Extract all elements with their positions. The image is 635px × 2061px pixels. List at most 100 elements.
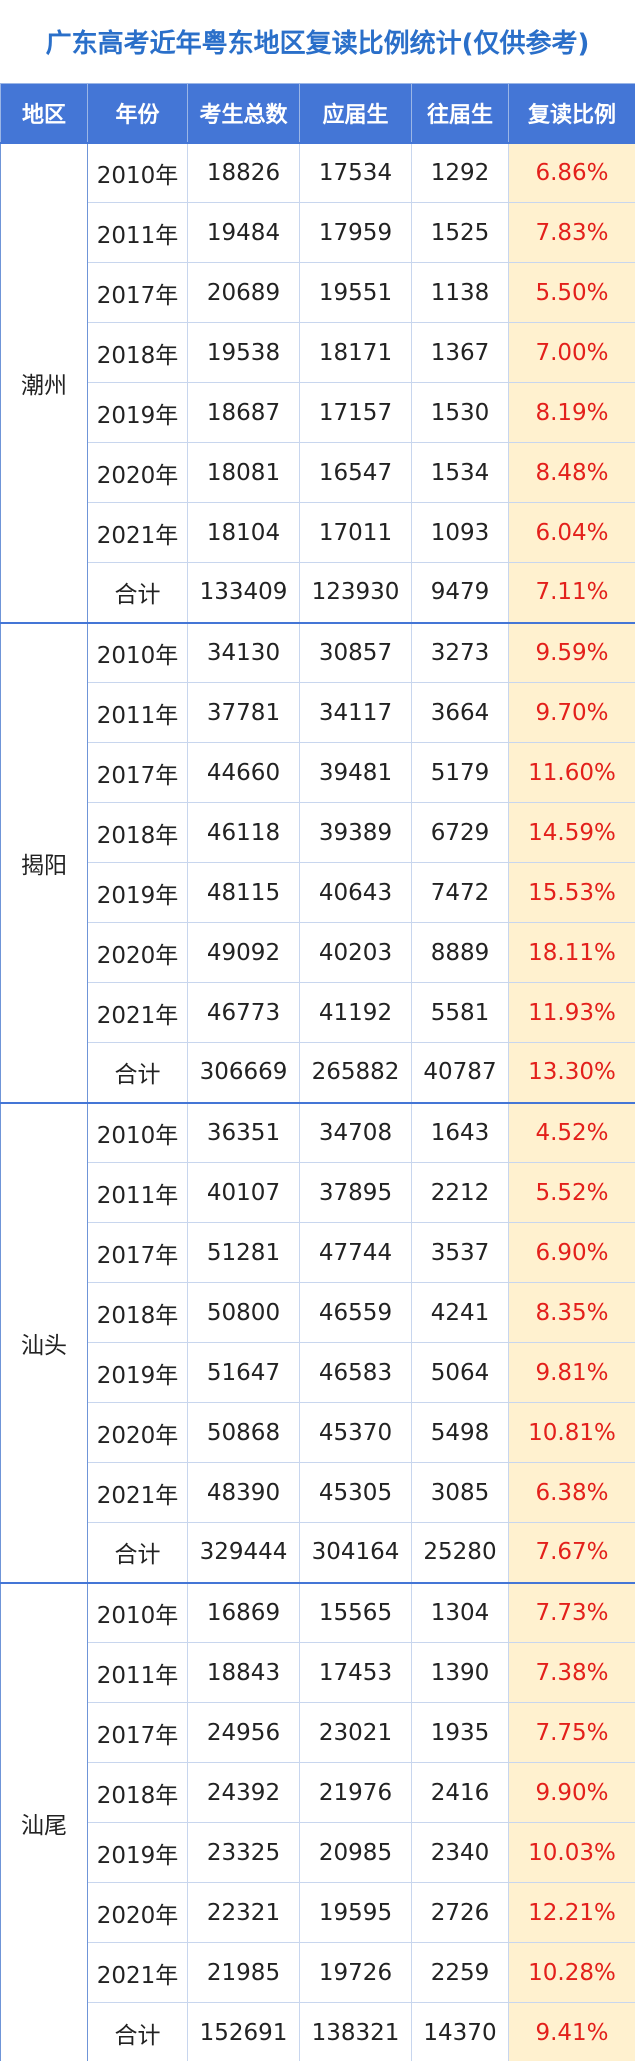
page-title: 广东高考近年粤东地区复读比例统计(仅供参考)	[0, 0, 635, 83]
table-row: 2017年 44660 39481 5179 11.60%	[1, 742, 635, 803]
fresh-cell: 15565	[299, 1581, 412, 1643]
table-row: 2020年 50868 45370 5498 10.81%	[1, 1402, 635, 1463]
year-cell: 合计	[87, 1522, 188, 1583]
year-cell: 2017年	[87, 1702, 188, 1763]
year-cell: 2021年	[87, 1462, 188, 1523]
year-cell: 2021年	[87, 502, 188, 563]
header-row: 地区 年份 考生总数 应届生 往届生 复读比例	[0, 83, 635, 143]
table-row: 合计 306669 265882 40787 13.30%	[1, 1042, 635, 1103]
ratio-cell: 7.75%	[508, 1702, 635, 1763]
total-cell: 51281	[187, 1222, 300, 1283]
table-row: 合计 133409 123930 9479 7.11%	[1, 562, 635, 623]
ratio-cell: 12.21%	[508, 1882, 635, 1943]
ratio-cell: 5.52%	[508, 1162, 635, 1223]
total-cell: 152691	[187, 2002, 300, 2061]
repeat-cell: 3664	[411, 682, 509, 743]
repeat-cell: 2259	[411, 1942, 509, 2003]
year-cell: 2021年	[87, 982, 188, 1043]
total-cell: 18081	[187, 442, 300, 503]
repeat-cell: 5498	[411, 1402, 509, 1463]
ratio-cell: 13.30%	[508, 1042, 635, 1103]
table-row: 2011年 37781 34117 3664 9.70%	[1, 682, 635, 743]
total-cell: 24392	[187, 1762, 300, 1823]
ratio-cell: 6.86%	[508, 141, 635, 203]
total-cell: 50868	[187, 1402, 300, 1463]
total-cell: 36351	[187, 1101, 300, 1163]
ratio-cell: 9.90%	[508, 1762, 635, 1823]
fresh-cell: 40203	[299, 922, 412, 983]
fresh-cell: 17011	[299, 502, 412, 563]
repeat-cell: 5179	[411, 742, 509, 803]
repeat-cell: 1390	[411, 1642, 509, 1703]
repeat-cell: 1093	[411, 502, 509, 563]
total-cell: 23325	[187, 1822, 300, 1883]
repeat-cell: 3273	[411, 621, 509, 683]
ratio-cell: 4.52%	[508, 1101, 635, 1163]
year-cell: 2019年	[87, 1822, 188, 1883]
repeat-cell: 1304	[411, 1581, 509, 1643]
table-row: 潮州 2010年 18826 17534 1292 6.86%	[0, 141, 635, 623]
fresh-cell: 265882	[299, 1042, 412, 1103]
table-row: 2020年 22321 19595 2726 12.21%	[1, 1882, 635, 1943]
table-row: 2020年 18081 16547 1534 8.48%	[1, 442, 635, 503]
fresh-cell: 41192	[299, 982, 412, 1043]
fresh-cell: 34708	[299, 1101, 412, 1163]
repeat-cell: 2212	[411, 1162, 509, 1223]
ratio-cell: 6.38%	[508, 1462, 635, 1523]
repeat-cell: 6729	[411, 802, 509, 863]
repeat-cell: 1525	[411, 202, 509, 263]
repeat-cell: 1643	[411, 1101, 509, 1163]
total-cell: 18826	[187, 141, 300, 203]
year-cell: 2011年	[87, 1162, 188, 1223]
header-ratio: 复读比例	[508, 83, 635, 143]
repeat-cell: 1530	[411, 382, 509, 443]
fresh-cell: 34117	[299, 682, 412, 743]
ratio-cell: 9.59%	[508, 621, 635, 683]
ratio-cell: 15.53%	[508, 862, 635, 923]
table-row: 2018年 46118 39389 6729 14.59%	[1, 802, 635, 863]
table-row: 2021年 46773 41192 5581 11.93%	[1, 982, 635, 1043]
year-cell: 合计	[87, 1042, 188, 1103]
ratio-cell: 8.35%	[508, 1282, 635, 1343]
region-cell: 潮州	[0, 141, 88, 623]
year-cell: 2019年	[87, 382, 188, 443]
total-cell: 18687	[187, 382, 300, 443]
total-cell: 51647	[187, 1342, 300, 1403]
table-row: 2017年 51281 47744 3537 6.90%	[1, 1222, 635, 1283]
ratio-cell: 7.11%	[508, 562, 635, 623]
table-row: 2019年 51647 46583 5064 9.81%	[1, 1342, 635, 1403]
fresh-cell: 17157	[299, 382, 412, 443]
fresh-cell: 46583	[299, 1342, 412, 1403]
total-cell: 329444	[187, 1522, 300, 1583]
fresh-cell: 304164	[299, 1522, 412, 1583]
total-cell: 37781	[187, 682, 300, 743]
table-row: 汕头 2010年 36351 34708 1643 4.52%	[0, 1101, 635, 1583]
year-cell: 2020年	[87, 1882, 188, 1943]
ratio-cell: 14.59%	[508, 802, 635, 863]
total-cell: 40107	[187, 1162, 300, 1223]
fresh-cell: 138321	[299, 2002, 412, 2061]
ratio-cell: 7.38%	[508, 1642, 635, 1703]
total-cell: 20689	[187, 262, 300, 323]
repeat-cell: 1534	[411, 442, 509, 503]
total-cell: 306669	[187, 1042, 300, 1103]
ratio-cell: 7.67%	[508, 1522, 635, 1583]
fresh-cell: 37895	[299, 1162, 412, 1223]
fresh-cell: 21976	[299, 1762, 412, 1823]
table-body: 潮州 2010年 18826 17534 1292 6.86% 2011年 19484 1795…	[0, 141, 635, 2061]
year-cell: 2010年	[87, 1581, 188, 1643]
table-row: 2018年 19538 18171 1367 7.00%	[1, 322, 635, 383]
repeat-cell: 1367	[411, 322, 509, 383]
fresh-cell: 30857	[299, 621, 412, 683]
total-cell: 46773	[187, 982, 300, 1043]
table-row: 2021年 18104 17011 1093 6.04%	[1, 502, 635, 563]
ratio-cell: 6.90%	[508, 1222, 635, 1283]
header-year: 年份	[87, 83, 188, 143]
repeat-cell: 25280	[411, 1522, 509, 1583]
fresh-cell: 19726	[299, 1942, 412, 2003]
repeat-cell: 40787	[411, 1042, 509, 1103]
table-row: 2017年 20689 19551 1138 5.50%	[1, 262, 635, 323]
table-row: 2019年 23325 20985 2340 10.03%	[1, 1822, 635, 1883]
region-cell: 汕头	[0, 1101, 88, 1583]
year-cell: 2021年	[87, 1942, 188, 2003]
